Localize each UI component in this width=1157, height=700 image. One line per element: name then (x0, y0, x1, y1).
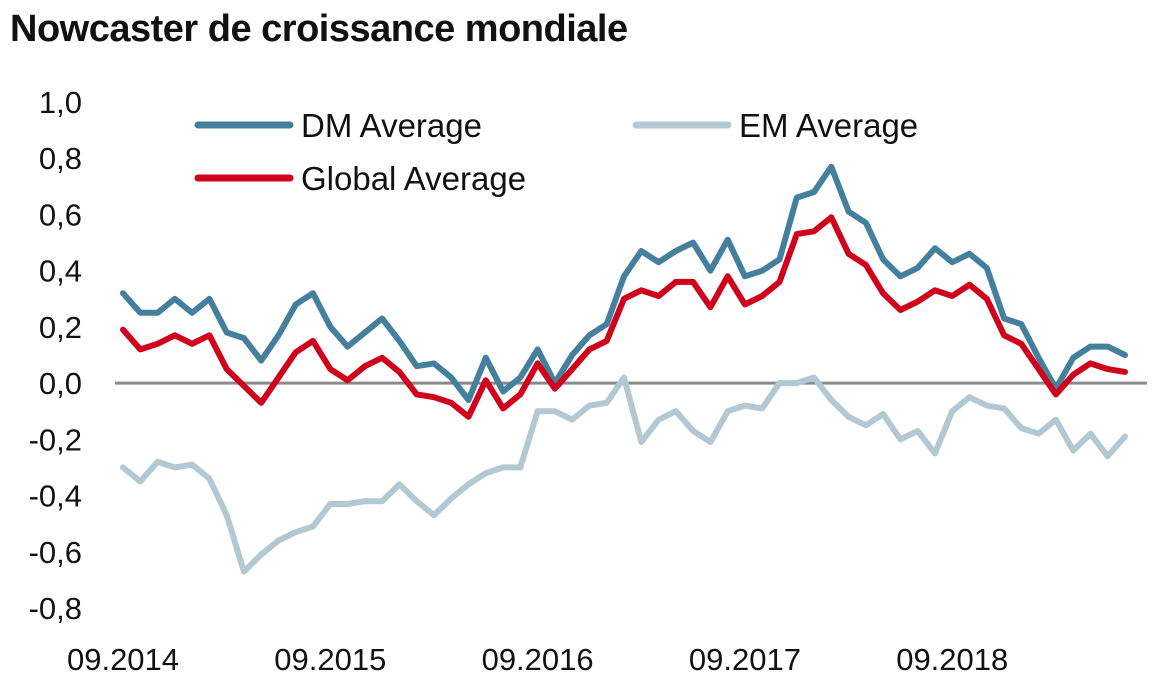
y-tick-label: 0,2 (39, 310, 82, 345)
y-tick-label: 1,0 (39, 85, 82, 120)
y-tick-label: 0,0 (39, 366, 82, 401)
x-tick-label: 09.2015 (274, 642, 386, 677)
chart-title: Nowcaster de croissance mondiale (10, 8, 628, 50)
y-tick-label: -0,6 (29, 535, 82, 570)
legend-label-global-average: Global Average (301, 160, 526, 197)
y-tick-label: 0,6 (39, 197, 82, 232)
series-line-dm-average (120, 163, 1128, 403)
series-line-global-average (120, 214, 1128, 420)
x-tick-label: 09.2017 (689, 642, 801, 677)
legend-label-em-average: EM Average (739, 107, 918, 144)
y-tick-label: 0,4 (39, 254, 82, 289)
x-tick-label: 09.2016 (482, 642, 594, 677)
x-tick-label: 09.2018 (896, 642, 1008, 677)
x-axis: 09.2014 09.2015 09.2016 09.2017 09.2018 (67, 642, 1008, 677)
legend: DM Average EM Average Global Average (194, 107, 918, 197)
y-tick-label: -0,4 (29, 479, 82, 514)
y-tick-label: -0,8 (29, 591, 82, 626)
series-line-em-average (120, 374, 1128, 575)
y-tick-label: 0,8 (39, 141, 82, 176)
x-tick-label: 09.2014 (67, 642, 179, 677)
series-group (120, 163, 1128, 575)
y-tick-label: -0,2 (29, 422, 82, 457)
y-axis: 1,0 0,8 0,6 0,4 0,2 0,0 -0,2 -0,4 -0,6 -0,8 (29, 85, 82, 626)
legend-label-dm-average: DM Average (301, 107, 482, 144)
